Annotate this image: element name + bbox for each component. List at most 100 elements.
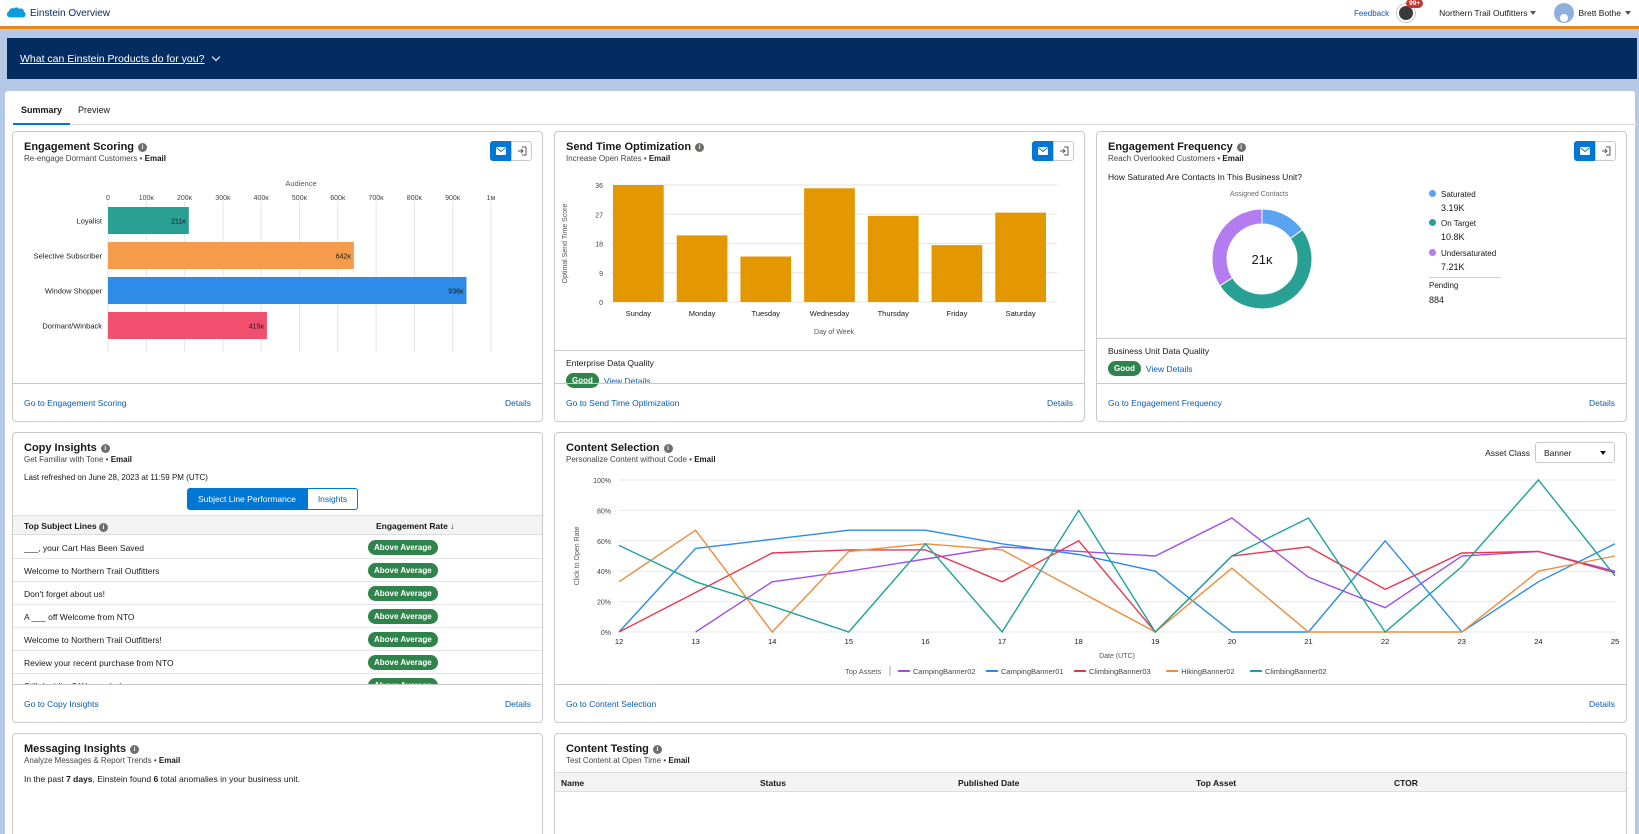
col-engagement-rate[interactable]: Engagement Rate ↓ bbox=[376, 521, 455, 531]
col-published-date[interactable]: Published Date bbox=[958, 778, 1020, 788]
content-testing-card: Content Testing i Test Content at Open Ti… bbox=[554, 733, 1627, 834]
subtitle-text: Personalize Content without Code • bbox=[566, 455, 695, 464]
card-subtitle: Get Familiar with Tone • Email bbox=[24, 455, 132, 464]
details-link[interactable]: Details bbox=[505, 397, 531, 408]
notification-count-badge: 99+ bbox=[1406, 0, 1424, 8]
view-details-link[interactable]: View Details bbox=[603, 375, 651, 386]
x-tick-label: 17 bbox=[998, 637, 1006, 646]
details-link[interactable]: Details bbox=[1047, 397, 1073, 408]
series-line bbox=[618, 478, 1616, 634]
info-icon[interactable]: i bbox=[1236, 142, 1246, 152]
card-title: Copy Insights i bbox=[24, 442, 110, 454]
y-tick-label: 18 bbox=[595, 242, 603, 249]
good-badge: Good bbox=[1108, 361, 1141, 376]
go-to-engagement-frequency-link[interactable]: Go to Engagement Frequency bbox=[1108, 397, 1222, 408]
go-to-send-time-optimization-link[interactable]: Go to Send Time Optimization bbox=[566, 397, 680, 408]
subtitle-text: Re-engage Dormant Customers • bbox=[24, 154, 145, 163]
email-icon[interactable] bbox=[490, 141, 511, 161]
card-title: Messaging Insights i bbox=[24, 743, 140, 755]
col-status[interactable]: Status bbox=[760, 778, 786, 788]
x-tick-label: 200ĸ bbox=[177, 195, 193, 202]
login-icon[interactable] bbox=[1595, 141, 1616, 161]
series-line bbox=[618, 539, 1616, 634]
card-title: Content Testing i bbox=[566, 743, 662, 755]
x-tick-label: Tuesday bbox=[752, 309, 781, 318]
engagement-scoring-card: Engagement Scoring i Re-engage Dormant Cu… bbox=[12, 131, 543, 422]
tab-preview[interactable]: Preview bbox=[78, 105, 111, 115]
x-tick-label: 18 bbox=[1075, 637, 1083, 646]
info-icon[interactable]: i bbox=[663, 443, 673, 453]
salesforce-cloud-icon[interactable] bbox=[6, 6, 26, 20]
info-icon[interactable]: i bbox=[652, 744, 662, 754]
info-icon[interactable]: i bbox=[695, 142, 705, 152]
x-tick-label: 15 bbox=[845, 637, 853, 646]
go-to-content-selection-link[interactable]: Go to Content Selection bbox=[566, 698, 657, 709]
card-title: Content Selection i bbox=[566, 442, 673, 454]
card-title: Engagement Scoring i bbox=[24, 141, 148, 153]
x-tick-label: 14 bbox=[768, 637, 776, 646]
table-row: Welcome to Northern Trail Outfitters! Abo… bbox=[13, 628, 542, 651]
donut-slice bbox=[1219, 229, 1313, 310]
card-title-text: Messaging Insights bbox=[24, 743, 127, 755]
channel-label: Email bbox=[694, 455, 716, 464]
pending-label: Pending bbox=[1429, 276, 1501, 291]
asset-class-select[interactable]: Banner bbox=[1535, 442, 1615, 463]
go-to-copy-insights-link[interactable]: Go to Copy Insights bbox=[24, 698, 99, 709]
view-toggle: Subject Line Performance Insights bbox=[187, 488, 359, 510]
info-icon[interactable]: i bbox=[100, 443, 110, 453]
data-quality-label: Enterprise Data Quality bbox=[566, 358, 654, 368]
x-tick-label: 13 bbox=[691, 637, 699, 646]
login-icon[interactable] bbox=[511, 141, 532, 161]
legend-undersaturated: Undersaturated bbox=[1429, 248, 1501, 259]
card-title-text: Content Selection bbox=[566, 442, 660, 454]
subject-line-performance-button[interactable]: Subject Line Performance bbox=[187, 488, 307, 510]
app-title: Einstein Overview bbox=[30, 7, 111, 19]
card-title: Engagement Frequency i bbox=[1108, 141, 1246, 153]
last-refreshed: Last refreshed on June 28, 2023 at 11:59… bbox=[24, 473, 208, 482]
user-avatar-icon bbox=[1554, 3, 1575, 23]
table-row: Welcome to Northern Trail Outfitters Abov… bbox=[13, 559, 542, 582]
details-link[interactable]: Details bbox=[1589, 698, 1615, 709]
engagement-frequency-card: Engagement Frequency i Reach Overlooked C… bbox=[1096, 131, 1627, 422]
details-link[interactable]: Details bbox=[1589, 397, 1615, 408]
legend-label: On Target bbox=[1441, 219, 1476, 229]
details-link[interactable]: Details bbox=[505, 698, 531, 709]
chevron-down-icon bbox=[1530, 11, 1537, 15]
tab-summary[interactable]: Summary bbox=[13, 98, 71, 125]
bar bbox=[676, 235, 728, 302]
insights-button[interactable]: Insights bbox=[306, 488, 359, 510]
go-to-engagement-scoring-link[interactable]: Go to Engagement Scoring bbox=[24, 397, 127, 408]
info-icon[interactable]: i bbox=[138, 142, 148, 152]
feedback-link[interactable]: Feedback bbox=[1353, 8, 1390, 18]
channel-label: Email bbox=[158, 756, 181, 765]
notifications-avatar-icon[interactable]: 99+ bbox=[1397, 0, 1424, 22]
category-label: Loyalist bbox=[77, 217, 103, 226]
col-name[interactable]: Name bbox=[561, 778, 585, 788]
donut-legend: Saturated 3.19K On Target 10.8K Undersat… bbox=[1429, 190, 1501, 306]
legend-value: 7.21K bbox=[1441, 261, 1465, 272]
chevron-down-icon bbox=[1625, 11, 1631, 15]
email-icon[interactable] bbox=[1032, 141, 1053, 161]
col-ctor[interactable]: CTOR bbox=[1394, 778, 1418, 788]
card-title-text: Copy Insights bbox=[24, 442, 97, 454]
email-icon[interactable] bbox=[1574, 141, 1595, 161]
info-icon[interactable]: i bbox=[130, 744, 140, 754]
view-details-link[interactable]: View Details bbox=[1145, 363, 1193, 374]
login-icon[interactable] bbox=[1053, 141, 1074, 161]
subject-line-text: Review your recent purchase from NTO bbox=[24, 658, 174, 668]
info-icon[interactable]: i bbox=[98, 523, 108, 532]
col-top-subject-lines[interactable]: Top Subject Lines i bbox=[24, 521, 108, 532]
org-switcher[interactable]: Northern Trail Outfitters bbox=[1439, 8, 1537, 18]
table-row: Review your recent purchase from NTO Abov… bbox=[13, 651, 542, 674]
chevron-down-icon[interactable] bbox=[212, 52, 221, 62]
global-header: Einstein Overview Feedback 99+ Northern … bbox=[0, 0, 1639, 29]
user-menu[interactable]: Brett Bothe bbox=[1554, 3, 1631, 23]
table-row: A ___ off Welcome from NTO Above Average bbox=[13, 605, 542, 628]
banner-expand-link[interactable]: What can Einstein Products do for you? bbox=[20, 52, 205, 65]
x-tick-label: 600ĸ bbox=[330, 195, 346, 202]
col-top-asset[interactable]: Top Asset bbox=[1196, 778, 1237, 788]
legend-value: 10.8K bbox=[1441, 232, 1465, 243]
x-axis-title: Date (UTC) bbox=[1099, 653, 1135, 660]
card-subtitle: Reach Overlooked Customers • Email bbox=[1108, 154, 1244, 163]
x-tick-label: Wednesday bbox=[810, 309, 850, 318]
